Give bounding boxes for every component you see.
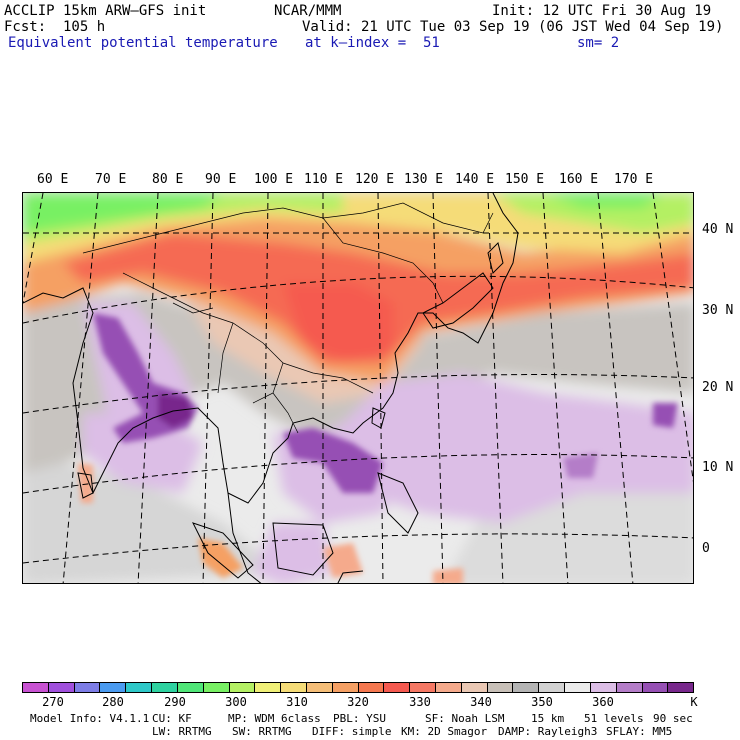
model-title: ACCLIP 15km ARW–GFS init xyxy=(4,3,207,19)
cu-scheme: CU: KF xyxy=(152,712,192,725)
damp-scheme: DAMP: Rayleigh3 xyxy=(498,725,598,738)
lon-label: 170 E xyxy=(614,172,654,187)
colorbar-swatch xyxy=(461,683,488,692)
pbl-scheme: PBL: YSU xyxy=(333,712,386,725)
lon-label: 110 E xyxy=(304,172,344,187)
colorbar-swatch xyxy=(332,683,359,692)
lon-label: 130 E xyxy=(404,172,444,187)
colorbar-tick: 350 xyxy=(531,695,553,709)
lat-label: 30 N xyxy=(702,303,734,318)
colorbar-swatch xyxy=(126,683,153,692)
sflay-scheme: SFLAY: MM5 xyxy=(606,725,673,738)
colorbar-swatch xyxy=(668,683,694,692)
lat-label: 10 N xyxy=(702,460,734,475)
colorbar-swatch xyxy=(23,683,49,692)
lon-label: 140 E xyxy=(455,172,495,187)
colorbar-swatch xyxy=(306,683,333,692)
colorbar-tick: 310 xyxy=(286,695,308,709)
init-time: Init: 12 UTC Fri 30 Aug 19 xyxy=(492,3,712,19)
org-label: NCAR/MMM xyxy=(274,3,342,19)
lon-label: 70 E xyxy=(95,172,127,187)
lat-label: 40 N xyxy=(702,222,734,237)
lon-label: 120 E xyxy=(355,172,395,187)
sf-scheme: SF: Noah LSM xyxy=(425,712,505,725)
colorbar-swatch xyxy=(281,683,307,692)
lat-label: 20 N xyxy=(702,380,734,395)
level-label: at k–index = 51 xyxy=(305,35,440,51)
colorbar-swatch xyxy=(642,683,669,692)
colorbar-tick: 320 xyxy=(347,695,369,709)
colorbar-tick: 290 xyxy=(164,695,186,709)
diff-scheme: DIFF: simple xyxy=(312,725,392,738)
lon-label: 100 E xyxy=(254,172,294,187)
colorbar-swatch xyxy=(74,683,101,692)
sw-scheme: SW: RRTMG xyxy=(232,725,292,738)
colorbar-swatch xyxy=(384,683,411,692)
lon-label: 150 E xyxy=(505,172,545,187)
colorbar-swatch xyxy=(539,683,566,692)
colorbar-tick: 340 xyxy=(470,695,492,709)
levels: 51 levels xyxy=(584,712,644,725)
colorbar-tick: 280 xyxy=(102,695,124,709)
colorbar-tick: 270 xyxy=(42,695,64,709)
colorbar-tick: 330 xyxy=(409,695,431,709)
colorbar-swatch xyxy=(436,683,462,692)
resolution: 15 km xyxy=(531,712,565,725)
field-name: Equivalent potential temperature xyxy=(8,35,278,51)
country-borders xyxy=(82,202,494,434)
graticule xyxy=(23,193,693,583)
colorbar-swatch xyxy=(100,683,127,692)
colorbar-swatch xyxy=(358,683,385,692)
smoothing-label: sm= 2 xyxy=(577,35,620,51)
colorbar-tick: 360 xyxy=(592,695,614,709)
colorbar-swatch xyxy=(48,683,75,692)
colorbar-swatch xyxy=(565,683,591,692)
colorbar-swatch xyxy=(590,683,617,692)
colorbar-swatch xyxy=(513,683,540,692)
model-info: Model Info: V4.1.1 xyxy=(30,712,150,725)
colorbar-tick: 300 xyxy=(225,695,247,709)
colorbar-swatch xyxy=(177,683,204,692)
timestep: 90 sec xyxy=(653,712,693,725)
lon-label: 80 E xyxy=(152,172,184,187)
valid-time: Valid: 21 UTC Tue 03 Sep 19 (06 JST Wed … xyxy=(302,19,724,35)
km-scheme: KM: 2D Smagor xyxy=(401,725,488,738)
lw-scheme: LW: RRTMG xyxy=(152,725,212,738)
lat-label: 0 xyxy=(702,541,710,556)
colorbar-swatch xyxy=(616,683,643,692)
colorbar-swatch xyxy=(203,683,230,692)
map-canvas xyxy=(23,193,693,583)
colorbar-swatch xyxy=(152,683,178,692)
lon-label: 60 E xyxy=(37,172,69,187)
colorbar-swatch xyxy=(229,683,256,692)
lon-label: 90 E xyxy=(205,172,237,187)
theta-e-map xyxy=(22,192,694,584)
coastlines xyxy=(23,193,519,583)
colorbar-unit: K xyxy=(690,695,698,709)
colorbar-swatch xyxy=(487,683,514,692)
colorbar-swatch xyxy=(255,683,282,692)
colorbar xyxy=(22,682,694,693)
mp-scheme: MP: WDM 6class xyxy=(228,712,321,725)
lon-label: 160 E xyxy=(559,172,599,187)
colorbar-swatch xyxy=(410,683,436,692)
forecast-hour: Fcst: 105 h xyxy=(4,19,106,35)
